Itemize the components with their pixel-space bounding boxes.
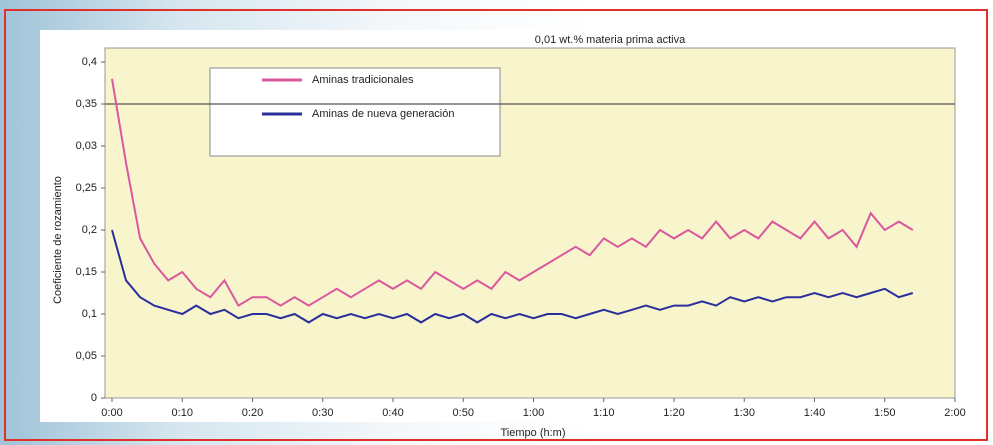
x-tick-label: 0:30 [312,407,333,419]
series-line [111,78,914,307]
x-tick-label: 1:00 [523,407,544,419]
x-tick-label: 0:40 [382,407,403,419]
y-tick-label: 0,1 [82,308,97,320]
x-axis-label: Tiempo (h:m) [501,427,566,439]
legend-label: Aminas de nueva generación [312,108,454,120]
x-tick-label: 0:00 [101,407,122,419]
y-tick-label: 0,15 [76,266,97,278]
chart-title: 0,01 wt.% materia prima activa [535,34,686,46]
x-tick-label: 0:10 [172,407,193,419]
x-tick-label: 1:50 [874,407,895,419]
y-tick-label: 0,03 [76,140,97,152]
series-line [111,229,914,324]
legend-box [209,67,501,157]
y-tick-label: 0,35 [76,98,97,110]
x-tick-label: 0:20 [242,407,263,419]
y-tick-label: 0,4 [82,56,97,68]
x-tick-label: 1:40 [804,407,825,419]
x-tick-label: 1:10 [593,407,614,419]
y-tick-label: 0,2 [82,224,97,236]
slide-frame [4,9,988,441]
x-tick-label: 0:50 [453,407,474,419]
legend-label: Aminas tradicionales [312,74,414,86]
y-tick-label: 0 [91,392,97,404]
x-tick-label: 2:00 [944,407,965,419]
y-tick-label: 0,05 [76,350,97,362]
y-axis-label: Coeficiente de rozamiento [52,176,64,304]
x-tick-label: 1:30 [734,407,755,419]
x-tick-label: 1:20 [663,407,684,419]
y-tick-label: 0,25 [76,182,97,194]
